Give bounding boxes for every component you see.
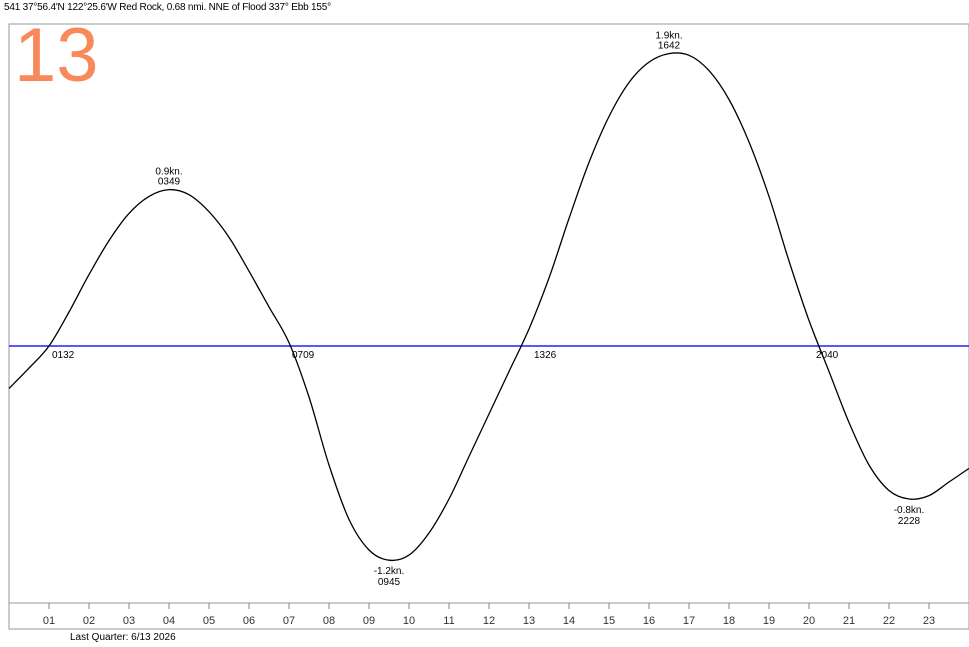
max-ebb-speed-label: -1.2kn. <box>374 566 405 577</box>
max-flood-time-label: 1642 <box>658 41 681 52</box>
x-tick-label: 13 <box>523 615 535 627</box>
x-tick-label: 18 <box>723 615 735 627</box>
max-ebb-time-label: 2228 <box>898 516 921 527</box>
x-tick-label: 17 <box>683 615 695 627</box>
x-tick-label: 03 <box>123 615 135 627</box>
x-tick-label: 19 <box>763 615 775 627</box>
current-curve <box>8 52 969 562</box>
x-tick-label: 22 <box>883 615 895 627</box>
event-labels: 0132 0.9kn.0349 0709 -1.2kn.0945 1326 1.9kn.1… <box>52 31 924 589</box>
day-number: 13 <box>14 13 99 98</box>
max-flood-speed-label: 1.9kn. <box>655 31 682 42</box>
moon-phase-footer: Last Quarter: 6/13 2026 <box>70 632 176 643</box>
slack-time-label: 0132 <box>52 350 75 361</box>
max-flood-time-label: 0349 <box>158 177 181 188</box>
plot-frame <box>8 23 969 630</box>
x-tick-label: 12 <box>483 615 495 627</box>
chart-header: 541 37°56.4'N 122°25.6'W Red Rock, 0.68 … <box>4 2 331 13</box>
x-tick-label: 01 <box>43 615 55 627</box>
x-tick-label: 10 <box>403 615 415 627</box>
x-tick-label: 14 <box>563 615 575 627</box>
x-tick-label: 21 <box>843 615 855 627</box>
x-tick-label: 05 <box>203 615 215 627</box>
x-tick-label: 20 <box>803 615 815 627</box>
x-tick-label: 15 <box>603 615 615 627</box>
x-tick-label: 09 <box>363 615 375 627</box>
slack-time-label: 1326 <box>534 350 557 361</box>
max-ebb-time-label: 0945 <box>378 577 401 588</box>
x-tick-label: 23 <box>923 615 935 627</box>
x-tick-label: 08 <box>323 615 335 627</box>
x-tick-label: 16 <box>643 615 655 627</box>
slack-time-label: 0709 <box>292 350 315 361</box>
x-axis-ticks: 01 02 03 04 05 06 07 08 09 10 11 12 13 14 15 16 17 18 19 20… <box>43 603 935 627</box>
max-flood-speed-label: 0.9kn. <box>155 167 182 178</box>
x-tick-label: 06 <box>243 615 255 627</box>
x-tick-label: 02 <box>83 615 95 627</box>
x-tick-label: 04 <box>163 615 175 627</box>
x-tick-label: 11 <box>443 615 454 627</box>
x-tick-label: 07 <box>283 615 295 627</box>
max-ebb-speed-label: -0.8kn. <box>894 505 925 516</box>
slack-time-label: 2040 <box>816 350 839 361</box>
